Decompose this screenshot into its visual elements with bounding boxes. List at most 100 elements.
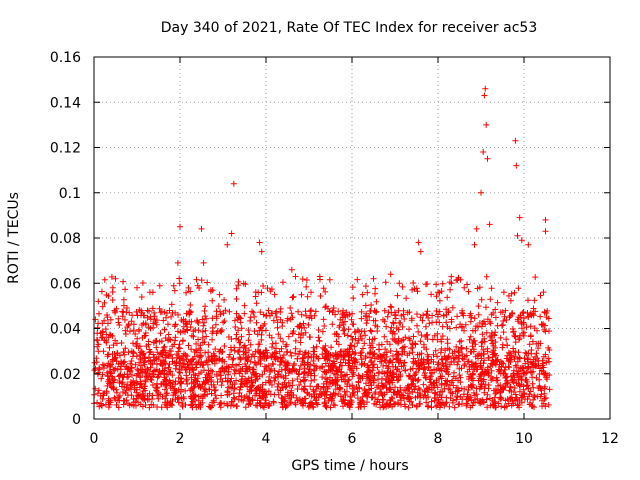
data-point [310, 388, 317, 395]
data-point [515, 401, 521, 408]
data-point [424, 386, 431, 392]
data-point [438, 356, 445, 362]
data-point [507, 297, 514, 304]
data-point [362, 332, 369, 339]
data-point [515, 318, 522, 325]
data-point [326, 357, 333, 364]
data-point [385, 309, 392, 316]
data-point [508, 310, 515, 317]
data-point [109, 289, 116, 295]
data-point [301, 350, 308, 357]
data-point [270, 317, 277, 324]
data-point [471, 241, 478, 248]
data-point [232, 367, 239, 374]
data-point [348, 397, 355, 404]
data-point [273, 345, 280, 352]
data-point [175, 399, 182, 406]
data-point [417, 248, 424, 255]
data-point [467, 373, 474, 380]
data-point [122, 327, 129, 334]
data-point [349, 373, 356, 380]
data-point [388, 375, 395, 382]
data-point [494, 356, 501, 363]
data-point [352, 335, 359, 342]
data-point [345, 326, 352, 333]
data-point [153, 361, 160, 368]
data-point [349, 336, 356, 343]
data-point [381, 382, 387, 389]
data-point [460, 391, 467, 398]
data-point [233, 377, 240, 384]
data-point [230, 180, 237, 187]
data-point [130, 402, 137, 409]
data-point [249, 379, 256, 386]
data-point [357, 352, 364, 359]
data-point [421, 372, 428, 379]
data-point [183, 356, 190, 363]
data-point [400, 311, 407, 318]
data-point [256, 387, 263, 394]
data-point [231, 317, 238, 324]
data-point [507, 350, 513, 357]
data-point [145, 324, 152, 331]
data-point [415, 239, 422, 246]
data-point [315, 355, 322, 362]
data-point [472, 353, 479, 360]
data-point [546, 358, 553, 365]
data-point [245, 347, 252, 354]
data-point [202, 327, 209, 334]
data-point [297, 348, 303, 355]
data-point [475, 303, 482, 310]
data-point [369, 362, 376, 368]
data-point [527, 399, 534, 406]
data-point [390, 319, 396, 326]
data-point [222, 366, 229, 372]
data-point [478, 189, 484, 196]
data-point [438, 345, 445, 352]
data-point [422, 323, 429, 330]
data-point [193, 359, 200, 366]
data-point [533, 374, 540, 381]
data-point [245, 354, 252, 360]
data-point [474, 324, 481, 330]
data-point [119, 313, 126, 320]
data-point [438, 338, 445, 345]
data-point [438, 380, 445, 387]
data-point [387, 303, 394, 310]
data-point [169, 355, 176, 362]
data-point [108, 273, 115, 280]
data-point [177, 388, 184, 395]
chart-title: Day 340 of 2021, Rate Of TEC Index for r… [161, 20, 537, 36]
data-point [410, 358, 417, 365]
data-point [251, 313, 258, 320]
data-point [384, 400, 391, 407]
data-point [268, 334, 275, 341]
data-point [333, 338, 340, 345]
data-point [249, 397, 256, 404]
data-point [484, 155, 491, 162]
data-point [434, 361, 441, 368]
data-point [277, 358, 284, 365]
data-point [376, 346, 383, 353]
data-point [484, 348, 491, 355]
data-point [514, 232, 521, 239]
data-point [162, 386, 168, 393]
data-point [275, 391, 282, 398]
data-point [514, 358, 521, 365]
data-point [387, 348, 394, 354]
data-point [251, 371, 257, 378]
data-point [351, 392, 358, 398]
data-point [218, 392, 225, 399]
data-point [265, 388, 272, 395]
data-point [229, 398, 236, 405]
data-point [218, 328, 225, 335]
data-point [198, 277, 205, 284]
data-point [177, 369, 184, 376]
data-point [545, 401, 552, 408]
data-point [104, 351, 111, 358]
data-point [430, 380, 437, 387]
data-point [444, 340, 451, 347]
data-point [512, 333, 519, 340]
data-point [334, 374, 341, 381]
data-point [253, 300, 260, 307]
